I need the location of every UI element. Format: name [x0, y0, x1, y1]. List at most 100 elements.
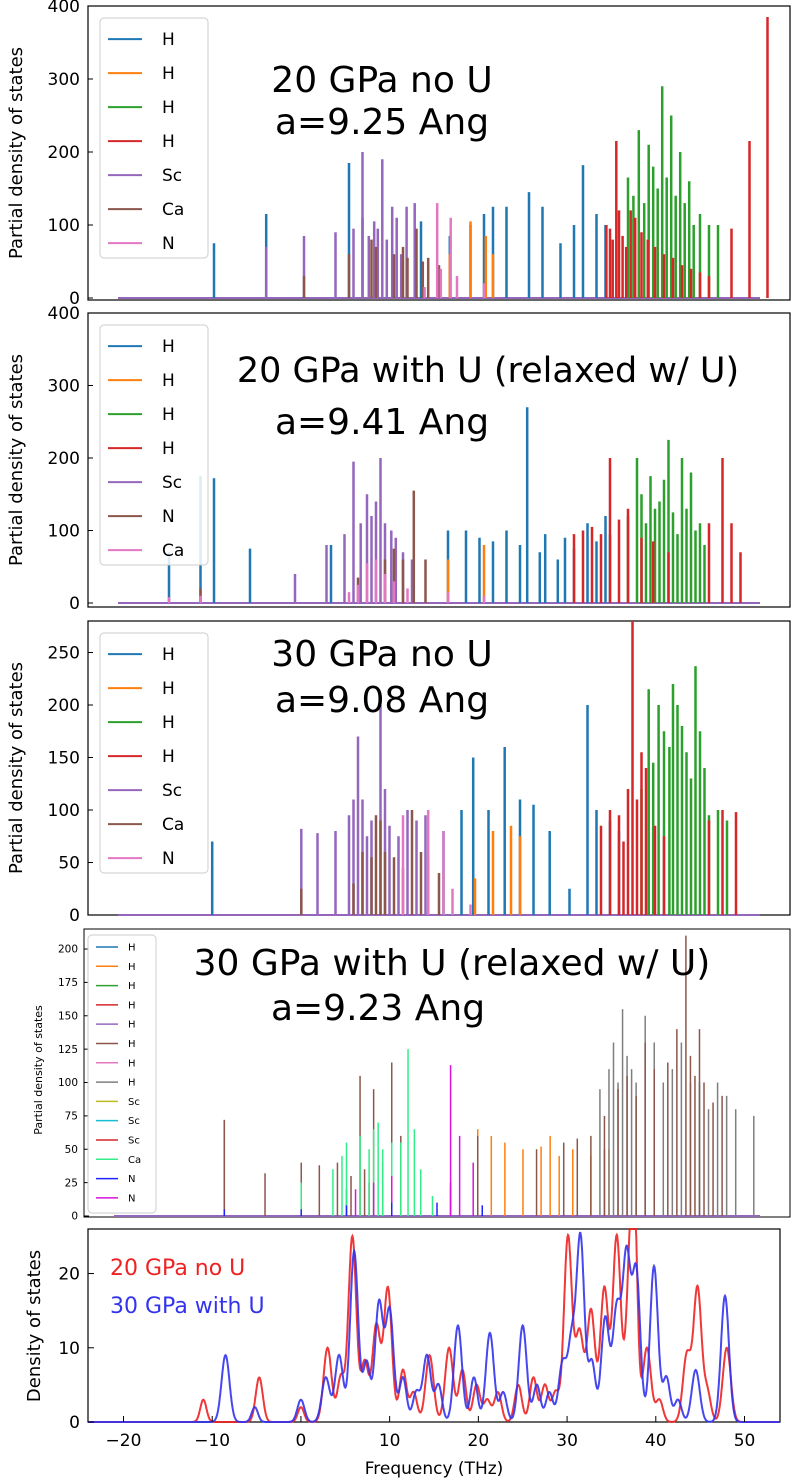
legend-label: N [162, 849, 175, 869]
y-tick-label: 150 [58, 1010, 78, 1022]
legend-label: N [162, 234, 175, 254]
y-tick-label: 200 [58, 944, 78, 956]
plot-frame [87, 5, 791, 301]
legend-box [99, 17, 209, 259]
y-tick-label: 50 [58, 853, 80, 873]
legend-label: Ca [162, 200, 184, 220]
legend-label: Ca [162, 541, 184, 561]
legend-label: Ca [162, 815, 184, 835]
y-tick-label: 100 [48, 801, 80, 821]
y-tick-label: 0 [69, 289, 80, 309]
legend-label: Sc [162, 166, 182, 186]
y-tick-label: 75 [65, 1111, 78, 1123]
chart-title-line2: a=9.08 Ang [275, 680, 489, 721]
dos-line-1 [88, 1231, 780, 1423]
x-tick-label: 10 [379, 1431, 401, 1451]
panel-30gpa-with-u: 0 25 50 75 100 125 150 175 200 Partial density o… [32, 928, 791, 1223]
plot-frame [87, 1228, 781, 1423]
legend-box [99, 324, 209, 566]
legend-label: H [162, 405, 175, 425]
legend-label: Sc [128, 1097, 140, 1108]
y-tick-label: 200 [48, 449, 80, 469]
legend-label: Ca [128, 1155, 141, 1166]
legend-label: H [162, 439, 175, 459]
x-tick-label: 0 [296, 1431, 307, 1451]
plot-frame [87, 312, 791, 608]
legend-label: H [128, 1039, 136, 1050]
legend-label: H [128, 981, 136, 992]
y-tick-label: 150 [48, 748, 80, 768]
legend-label: Sc [162, 473, 182, 493]
legend-label: Sc [162, 781, 182, 801]
y-tick-label: 0 [71, 1211, 78, 1223]
panel-dos-comparison: 0 10 20 −20 −10 0 10 20 30 40 50 Density of state… [24, 1228, 781, 1479]
legend-label: Sc [128, 1116, 140, 1127]
chart-title-line1: 20 GPa no U [271, 60, 492, 101]
x-tick-label: −10 [194, 1431, 230, 1451]
chart-title-line2: a=9.25 Ang [275, 102, 489, 143]
chart-title-line1: 20 GPa with U (relaxed w/ U) [237, 351, 739, 391]
legend-label: H [128, 1078, 136, 1089]
chart-title-line1: 30 GPa with U (relaxed w/ U) [194, 943, 711, 984]
legend-label: H [162, 679, 175, 699]
x-tick-label: 20 [468, 1431, 490, 1451]
y-tick-label: 0 [69, 1413, 80, 1433]
legend-label: N [128, 1193, 135, 1204]
y-tick-label: 400 [48, 0, 80, 17]
legend-label: H [128, 942, 136, 953]
x-tick-label: 50 [734, 1431, 756, 1451]
y-tick-label: 20 [58, 1265, 80, 1285]
chart-title-line2: a=9.23 Ang [271, 988, 485, 1029]
y-tick-label: 0 [69, 594, 80, 614]
legend-label: H [162, 645, 175, 665]
y-axis-label: Partial density of states [6, 662, 27, 874]
legend-label: H [162, 713, 175, 733]
legend-30gpa-with-u: 30 GPa with U [110, 1294, 265, 1319]
chart-title-line1: 30 GPa no U [271, 634, 492, 675]
legend-label: H [162, 747, 175, 767]
y-tick-label: 10 [58, 1339, 80, 1359]
y-tick-label: 0 [69, 906, 80, 926]
legend-label: H [162, 30, 175, 50]
y-tick-label: 200 [48, 143, 80, 163]
y-tick-label: 125 [58, 1044, 78, 1056]
y-tick-label: 25 [65, 1177, 78, 1189]
legend-label: H [162, 98, 175, 118]
y-tick-label: 300 [48, 376, 80, 396]
y-tick-label: 100 [48, 521, 80, 541]
panel-30gpa-no-u: 0 50 100 150 200 250 Partial density of state… [6, 620, 791, 926]
y-tick-label: 400 [48, 304, 80, 324]
legend-box [99, 632, 209, 874]
y-tick-label: 200 [48, 696, 80, 716]
y-tick-label: 100 [48, 216, 80, 236]
y-axis-label: Partial density of states [32, 1005, 45, 1135]
legend-label: H [128, 1020, 136, 1031]
y-tick-label: 300 [48, 70, 80, 90]
legend-label: Sc [128, 1135, 140, 1146]
legend-label: H [162, 132, 175, 152]
legend-label: H [128, 1058, 136, 1069]
y-tick-label: 100 [58, 1077, 78, 1089]
chart-title-line2: a=9.41 Ang [275, 402, 489, 443]
x-tick-label: 40 [645, 1431, 667, 1451]
legend-label: H [162, 371, 175, 391]
legend-label: H [128, 962, 136, 973]
y-axis-label: Partial density of states [6, 47, 27, 259]
legend-label: H [162, 337, 175, 357]
legend-box [87, 934, 157, 1214]
dos-line-0 [88, 1228, 780, 1423]
legend-20gpa-no-u: 20 GPa no U [110, 1256, 245, 1281]
x-axis-label: Frequency (THz) [365, 1459, 504, 1479]
y-axis-label: Partial density of states [6, 354, 27, 566]
y-tick-label: 250 [48, 643, 80, 663]
y-tick-label: 50 [65, 1144, 78, 1156]
legend-label: H [128, 1000, 136, 1011]
legend-label: N [128, 1174, 135, 1185]
y-axis-label: Density of states [24, 1250, 45, 1402]
x-tick-label: −20 [106, 1431, 142, 1451]
x-tick-label: 30 [556, 1431, 578, 1451]
legend-label: H [162, 64, 175, 84]
